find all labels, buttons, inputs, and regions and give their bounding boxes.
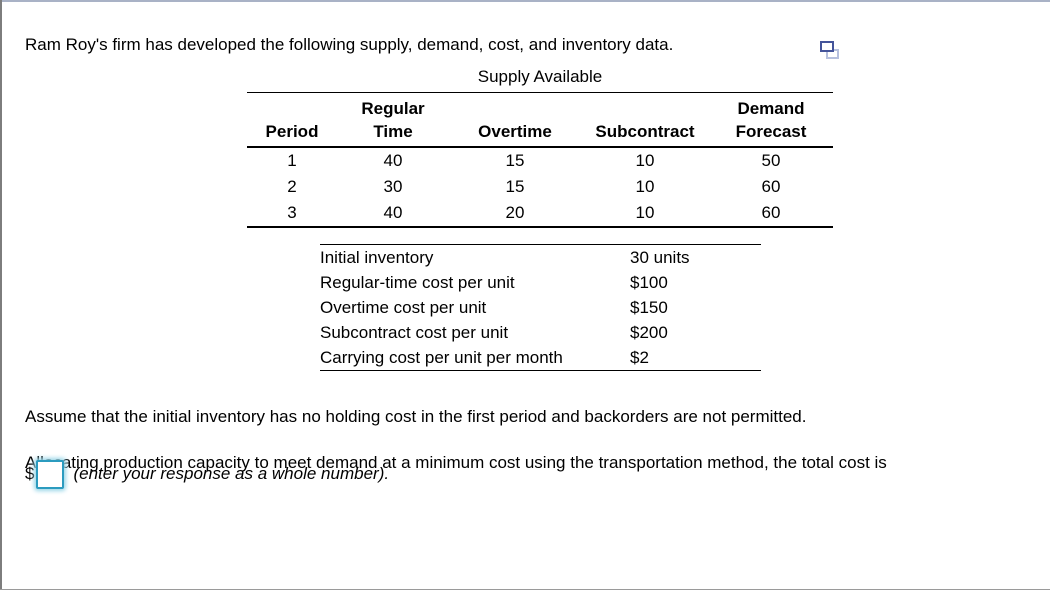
currency-symbol: $ <box>25 464 35 483</box>
cost-value: $200 <box>630 323 668 342</box>
cell-period: 2 <box>287 177 297 196</box>
cell-overtime: 20 <box>505 203 525 222</box>
list-item: Regular-time cost per unit $100 <box>320 270 761 295</box>
popup-window-icon-front-rect <box>820 41 834 52</box>
cost-value: $100 <box>630 273 668 292</box>
cost-value: 30 units <box>630 248 690 267</box>
answer-hint-text: (enter your response as a whole number). <box>73 464 390 483</box>
cell-subcontract: 10 <box>635 151 655 170</box>
col-header-demand-forecast: Demand Forecast <box>709 93 833 148</box>
cell-regular-time: 30 <box>383 177 403 196</box>
assumption-text: Assume that the initial inventory has no… <box>25 407 807 426</box>
supply-table-header-row: Period Regular Time Overtime Subcontract… <box>247 93 833 148</box>
list-item: Initial inventory 30 units <box>320 245 761 271</box>
cost-value: $150 <box>630 298 668 317</box>
cell-demand-forecast: 60 <box>761 177 781 196</box>
answer-row: $ (enter your response as a whole number… <box>25 457 389 491</box>
col-header-overtime: Overtime <box>449 93 581 148</box>
cell-regular-time: 40 <box>383 151 403 170</box>
cell-period: 3 <box>287 203 297 222</box>
cell-subcontract: 10 <box>635 203 655 222</box>
answer-input[interactable] <box>36 459 65 489</box>
table-row: 1 40 15 10 50 <box>247 147 833 174</box>
col-header-regular-time: Regular Time <box>337 93 449 148</box>
supply-available-table: Supply Available Period Regular Time Ove… <box>247 66 833 228</box>
popup-window-icon[interactable] <box>820 41 839 59</box>
cell-regular-time: 40 <box>383 203 403 222</box>
cost-value: $2 <box>630 348 649 367</box>
pane-top-border <box>0 0 1050 2</box>
cell-overtime: 15 <box>505 177 525 196</box>
list-item: Overtime cost per unit $150 <box>320 295 761 320</box>
list-item: Carrying cost per unit per month $2 <box>320 345 761 371</box>
col-header-subcontract: Subcontract <box>581 93 709 148</box>
cell-period: 1 <box>287 151 297 170</box>
cost-label: Subcontract cost per unit <box>320 323 509 342</box>
cost-label: Carrying cost per unit per month <box>320 348 563 367</box>
list-item: Subcontract cost per unit $200 <box>320 320 761 345</box>
cell-subcontract: 10 <box>635 177 655 196</box>
pane-left-border <box>0 0 2 590</box>
cost-inventory-table: Initial inventory 30 units Regular-time … <box>320 244 761 371</box>
cell-overtime: 15 <box>505 151 525 170</box>
cell-demand-forecast: 60 <box>761 203 781 222</box>
pane-bottom-border <box>0 589 1050 590</box>
table-row: 3 40 20 10 60 <box>247 200 833 227</box>
intro-text: Ram Roy's firm has developed the followi… <box>25 35 674 54</box>
col-header-period: Period <box>247 93 337 148</box>
question-text: Allocating production capacity to meet d… <box>25 453 887 472</box>
cost-label: Regular-time cost per unit <box>320 273 515 292</box>
table-row: 2 30 15 10 60 <box>247 174 833 200</box>
cost-label: Overtime cost per unit <box>320 298 487 317</box>
cost-label: Initial inventory <box>320 248 434 267</box>
supply-table-title: Supply Available <box>247 66 833 93</box>
cell-demand-forecast: 50 <box>761 151 781 170</box>
